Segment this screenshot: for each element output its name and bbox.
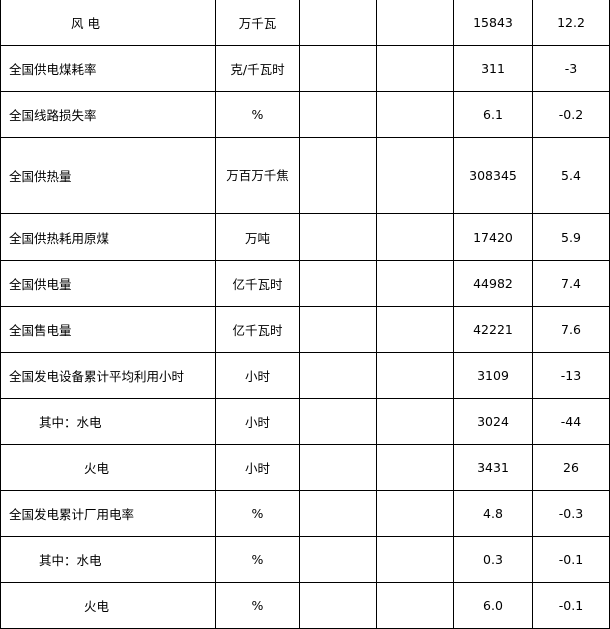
table-row: 全国线路损失率% 6.1 -0.2 <box>0 91 610 138</box>
row-change: -0.2 <box>532 91 610 138</box>
empty-cell <box>299 536 377 583</box>
empty-cell <box>299 398 377 445</box>
row-name: 全国供热量 <box>0 137 216 214</box>
empty-cell <box>299 490 377 537</box>
row-change: -0.1 <box>532 536 610 583</box>
row-name: 全国供电煤耗率 <box>0 45 216 92</box>
row-value: 17420 <box>453 213 533 261</box>
empty-cell <box>299 91 377 138</box>
empty-cell <box>376 398 454 445</box>
empty-cell <box>376 91 454 138</box>
empty-cell <box>299 306 377 353</box>
row-value: 3109 <box>453 352 533 399</box>
row-unit: % <box>215 490 300 537</box>
empty-cell <box>299 352 377 399</box>
empty-cell <box>376 45 454 92</box>
row-name: 其中：水电 <box>0 536 216 583</box>
row-value: 6.1 <box>453 91 533 138</box>
row-change: -0.3 <box>532 490 610 537</box>
row-change: 26 <box>532 444 610 491</box>
row-name: 全国发电设备累计平均利用小时 <box>0 352 216 399</box>
row-change: 7.4 <box>532 260 610 307</box>
row-unit: 小时 <box>215 352 300 399</box>
row-change: 5.4 <box>532 137 610 214</box>
row-unit: 万千瓦 <box>215 0 300 46</box>
row-value: 3431 <box>453 444 533 491</box>
empty-cell <box>376 137 454 214</box>
table-row: 火电% 6.0 -0.1 <box>0 582 610 629</box>
empty-cell <box>376 306 454 353</box>
table-row: 全国发电设备累计平均利用小时 小时 3109 -13 <box>0 352 610 399</box>
row-unit: % <box>215 536 300 583</box>
empty-cell <box>376 536 454 583</box>
table-row: 火电 小时 3431 26 <box>0 444 610 491</box>
row-value: 15843 <box>453 0 533 46</box>
empty-cell <box>376 444 454 491</box>
empty-cell <box>376 0 454 46</box>
row-unit: 小时 <box>215 398 300 445</box>
row-value: 308345 <box>453 137 533 214</box>
empty-cell <box>299 0 377 46</box>
empty-cell <box>299 444 377 491</box>
table-row: 全国售电量 亿千瓦时 42221 7.6 <box>0 306 610 353</box>
row-change: -3 <box>532 45 610 92</box>
row-name: 全国发电累计厂用电率 <box>0 490 216 537</box>
row-name: 风 电 <box>0 0 216 46</box>
row-value: 311 <box>453 45 533 92</box>
row-unit: 万百万千焦 <box>215 137 300 214</box>
row-value: 4.8 <box>453 490 533 537</box>
row-name: 全国供电量 <box>0 260 216 307</box>
empty-cell <box>376 490 454 537</box>
empty-cell <box>299 45 377 92</box>
row-value: 6.0 <box>453 582 533 629</box>
table-row: 全国发电累计厂用电率% 4.8 -0.3 <box>0 490 610 537</box>
empty-cell <box>299 137 377 214</box>
table-row: 全国供热耗用原煤 万吨 17420 5.9 <box>0 213 610 261</box>
row-unit: 亿千瓦时 <box>215 260 300 307</box>
row-name: 全国线路损失率 <box>0 91 216 138</box>
row-value: 42221 <box>453 306 533 353</box>
table-row: 风 电万千瓦 15843 12.2 <box>0 0 610 46</box>
empty-cell <box>376 352 454 399</box>
table-row: 其中：水电% 0.3 -0.1 <box>0 536 610 583</box>
row-change: -13 <box>532 352 610 399</box>
table-row: 全国供电煤耗率 克/千瓦时 311 -3 <box>0 45 610 92</box>
row-name: 全国供热耗用原煤 <box>0 213 216 261</box>
row-change: 7.6 <box>532 306 610 353</box>
empty-cell <box>376 260 454 307</box>
row-unit: 亿千瓦时 <box>215 306 300 353</box>
empty-cell <box>376 213 454 261</box>
row-name: 其中：水电 <box>0 398 216 445</box>
row-unit: 小时 <box>215 444 300 491</box>
empty-cell <box>376 582 454 629</box>
table-row: 全国供电量 亿千瓦时 44982 7.4 <box>0 260 610 307</box>
row-name: 火电 <box>0 444 216 491</box>
empty-cell <box>299 213 377 261</box>
row-value: 3024 <box>453 398 533 445</box>
row-change: -44 <box>532 398 610 445</box>
row-unit: 万吨 <box>215 213 300 261</box>
row-unit: % <box>215 582 300 629</box>
row-change: 5.9 <box>532 213 610 261</box>
row-change: -0.1 <box>532 582 610 629</box>
table-row: 其中：水电 小时 3024 -44 <box>0 398 610 445</box>
row-value: 0.3 <box>453 536 533 583</box>
row-name: 火电 <box>0 582 216 629</box>
row-value: 44982 <box>453 260 533 307</box>
row-change: 12.2 <box>532 0 610 46</box>
row-unit: 克/千瓦时 <box>215 45 300 92</box>
empty-cell <box>299 582 377 629</box>
empty-cell <box>299 260 377 307</box>
table-row: 全国供热量 万百万千焦 308345 5.4 <box>0 137 610 214</box>
row-name: 全国售电量 <box>0 306 216 353</box>
row-unit: % <box>215 91 300 138</box>
